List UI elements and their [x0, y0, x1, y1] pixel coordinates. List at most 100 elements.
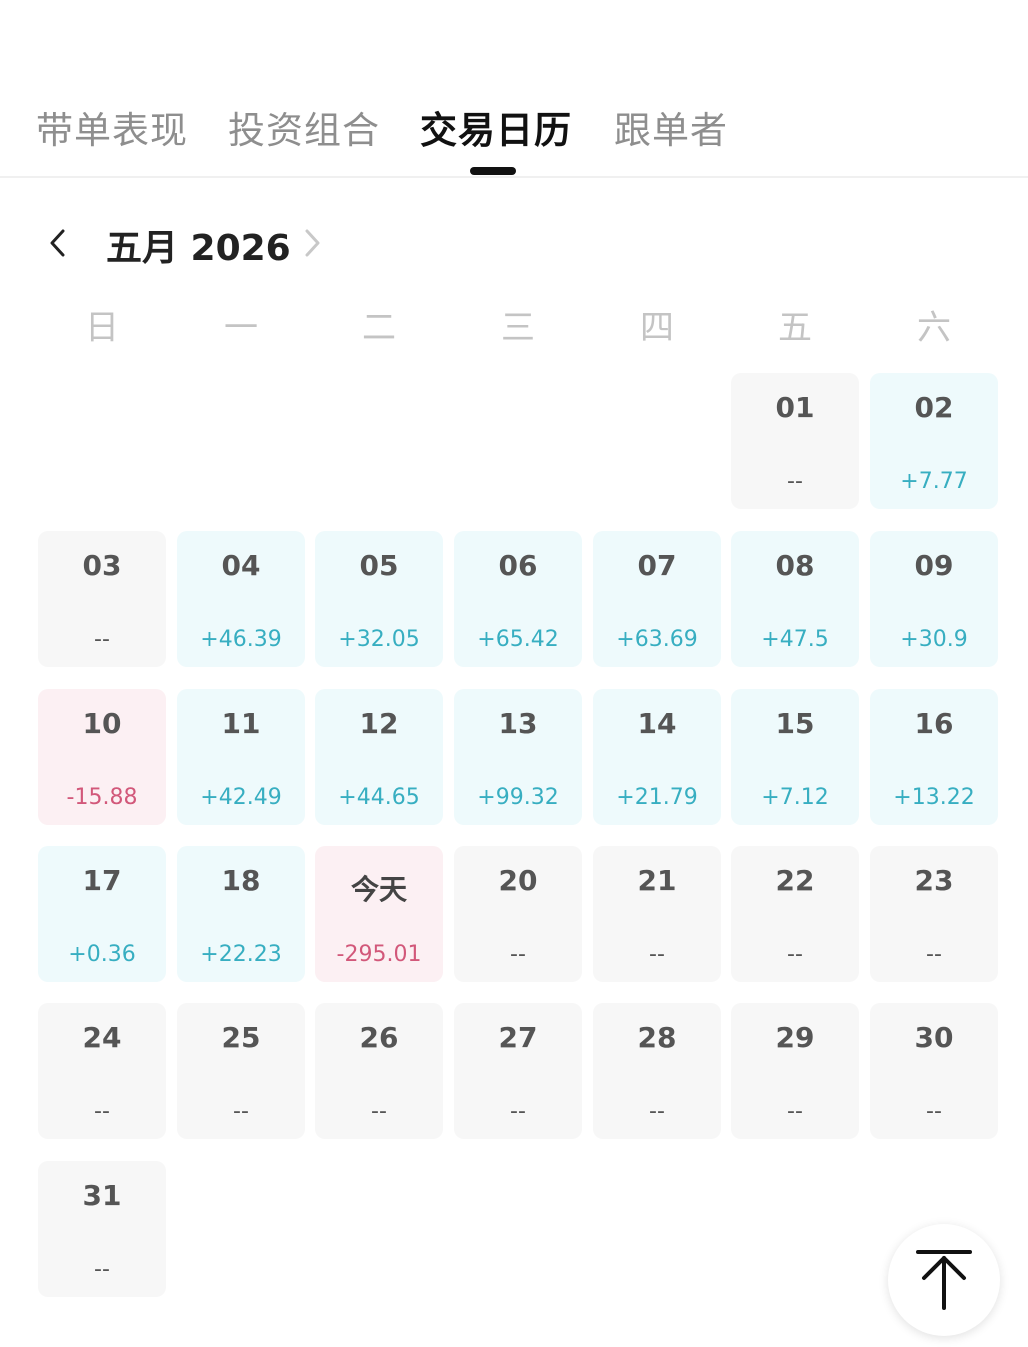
calendar-day-cell[interactable]: 31 -- [38, 1161, 166, 1297]
day-number: 10 [82, 707, 122, 740]
calendar-day-cell[interactable]: 23 -- [870, 846, 998, 982]
calendar-day-cell[interactable]: 05 +32.05 [315, 531, 443, 667]
day-pnl-value: +47.5 [761, 627, 829, 652]
next-month-button[interactable] [292, 219, 332, 267]
tab-portfolio[interactable]: 投资组合 [228, 109, 380, 152]
calendar-day-cell[interactable]: 08 +47.5 [731, 531, 859, 667]
day-number: 31 [82, 1179, 122, 1212]
calendar-day-cell[interactable]: 04 +46.39 [177, 531, 305, 667]
day-pnl-value: -- [787, 469, 803, 494]
calendar-day-cell[interactable]: 09 +30.9 [870, 531, 998, 667]
day-number: 22 [775, 864, 815, 897]
calendar-day-cell[interactable]: 10 -15.88 [38, 689, 166, 825]
day-pnl-value: +99.32 [477, 785, 559, 810]
day-number: 11 [221, 707, 261, 740]
day-number: 28 [637, 1021, 677, 1054]
calendar-day-cell[interactable]: 30 -- [870, 1003, 998, 1139]
weekday-label: 五 [778, 308, 812, 348]
day-number: 01 [775, 391, 815, 424]
day-pnl-value: -- [926, 1099, 942, 1124]
day-number: 26 [359, 1021, 399, 1054]
weekday-label: 四 [640, 308, 674, 348]
day-pnl-value: +63.69 [616, 627, 698, 652]
calendar-day-cell[interactable]: 02 +7.77 [870, 373, 998, 509]
calendar-day-cell[interactable]: 01 -- [731, 373, 859, 509]
calendar-day-cell[interactable]: 14 +21.79 [593, 689, 721, 825]
calendar-day-cell[interactable]: 26 -- [315, 1003, 443, 1139]
day-pnl-value: -15.88 [66, 785, 138, 810]
day-pnl-value: +7.77 [900, 469, 968, 494]
day-number: 21 [637, 864, 677, 897]
scroll-to-top-button[interactable] [888, 1224, 1000, 1336]
day-pnl-value: +22.23 [200, 942, 282, 967]
arrow-up-to-top-icon [916, 1250, 972, 1310]
day-pnl-value: -- [787, 942, 803, 967]
day-pnl-value: +42.49 [200, 785, 282, 810]
calendar-day-cell[interactable]: 13 +99.32 [454, 689, 582, 825]
day-number: 23 [914, 864, 954, 897]
chevron-right-icon [305, 229, 320, 257]
calendar-day-cell[interactable]: 25 -- [177, 1003, 305, 1139]
day-number: 18 [221, 864, 261, 897]
month-title: 五月 2026 [106, 228, 291, 269]
tab-trading-calendar[interactable]: 交易日历 [420, 109, 572, 152]
weekday-header: 日 一 二 三 四 五 六 [0, 300, 1028, 348]
tab-copy-performance[interactable]: 带单表现 [36, 109, 188, 152]
calendar-day-cell[interactable]: 29 -- [731, 1003, 859, 1139]
calendar-day-cell[interactable]: 12 +44.65 [315, 689, 443, 825]
day-number: 16 [914, 707, 954, 740]
day-number: 14 [637, 707, 677, 740]
day-number: 17 [82, 864, 122, 897]
calendar-day-cell[interactable]: 20 -- [454, 846, 582, 982]
tab-followers[interactable]: 跟单者 [614, 109, 728, 152]
calendar-day-cell[interactable]: 今天 -295.01 [315, 846, 443, 982]
day-pnl-value: -- [233, 1099, 249, 1124]
calendar-day-cell[interactable]: 24 -- [38, 1003, 166, 1139]
calendar-day-cell[interactable]: 17 +0.36 [38, 846, 166, 982]
day-number: 09 [914, 549, 954, 582]
calendar-day-cell[interactable]: 15 +7.12 [731, 689, 859, 825]
calendar-day-cell[interactable]: 27 -- [454, 1003, 582, 1139]
day-number: 07 [637, 549, 677, 582]
day-number: 13 [498, 707, 538, 740]
day-pnl-value: -- [649, 942, 665, 967]
day-pnl-value: -- [787, 1099, 803, 1124]
day-number: 03 [82, 549, 122, 582]
calendar-day-cell[interactable]: 07 +63.69 [593, 531, 721, 667]
calendar-day-cell[interactable]: 21 -- [593, 846, 721, 982]
day-pnl-value: +65.42 [477, 627, 559, 652]
weekday-label: 二 [362, 308, 396, 348]
day-number: 02 [914, 391, 954, 424]
calendar-day-cell[interactable]: 16 +13.22 [870, 689, 998, 825]
active-tab-indicator [470, 167, 516, 175]
day-number: 08 [775, 549, 815, 582]
weekday-label: 一 [224, 308, 258, 348]
weekday-label: 三 [501, 308, 535, 348]
calendar-day-cell[interactable]: 11 +42.49 [177, 689, 305, 825]
day-number: 05 [359, 549, 399, 582]
day-pnl-value: +13.22 [893, 785, 975, 810]
day-pnl-value: +0.36 [68, 942, 136, 967]
day-pnl-value: -- [94, 1257, 110, 1282]
calendar-day-cell[interactable]: 22 -- [731, 846, 859, 982]
day-pnl-value: -- [510, 942, 526, 967]
calendar-day-cell[interactable]: 18 +22.23 [177, 846, 305, 982]
day-number: 12 [359, 707, 399, 740]
day-pnl-value: -- [926, 942, 942, 967]
day-pnl-value: -- [510, 1099, 526, 1124]
calendar-day-cell[interactable]: 03 -- [38, 531, 166, 667]
day-number: 04 [221, 549, 261, 582]
weekday-label: 六 [917, 308, 951, 348]
day-pnl-value: +46.39 [200, 627, 282, 652]
prev-month-button[interactable] [38, 219, 78, 267]
tab-bar: 带单表现 投资组合 交易日历 跟单者 [0, 0, 1028, 178]
calendar-day-cell[interactable]: 06 +65.42 [454, 531, 582, 667]
day-pnl-value: +21.79 [616, 785, 698, 810]
day-pnl-value: +44.65 [338, 785, 420, 810]
day-number: 15 [775, 707, 815, 740]
day-number: 29 [775, 1021, 815, 1054]
today-label: 今天 [350, 873, 407, 906]
calendar-day-cell[interactable]: 28 -- [593, 1003, 721, 1139]
day-pnl-value: -- [371, 1099, 387, 1124]
